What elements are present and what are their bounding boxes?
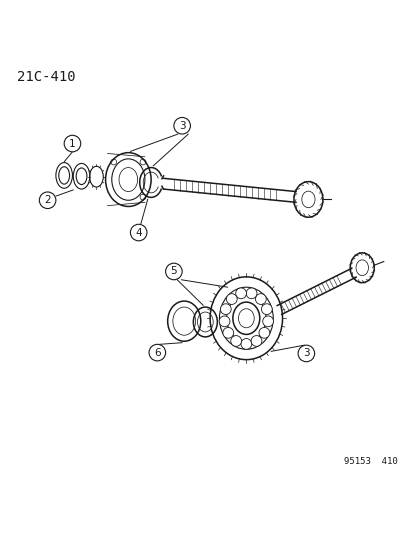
Circle shape [240,338,251,349]
Circle shape [173,117,190,134]
Text: 4: 4 [135,228,142,238]
Circle shape [262,316,273,327]
Text: 1: 1 [69,139,76,149]
Circle shape [222,327,233,338]
Circle shape [220,304,230,314]
Circle shape [64,135,81,152]
Circle shape [261,304,272,314]
Circle shape [259,327,269,338]
Circle shape [226,294,237,304]
Circle shape [130,224,147,241]
Circle shape [165,263,182,280]
Text: 3: 3 [178,121,185,131]
Circle shape [255,294,266,304]
Circle shape [297,345,314,362]
Text: 21C-410: 21C-410 [17,70,75,84]
Circle shape [149,344,165,361]
Text: 5: 5 [170,266,177,277]
Circle shape [246,288,256,298]
Text: 3: 3 [302,349,309,358]
Text: 2: 2 [44,195,51,205]
Text: 95153  410: 95153 410 [343,457,396,466]
Circle shape [218,316,229,327]
Text: 6: 6 [154,348,160,358]
Circle shape [235,288,246,298]
Circle shape [230,336,241,346]
Circle shape [251,336,261,346]
Circle shape [39,192,56,208]
